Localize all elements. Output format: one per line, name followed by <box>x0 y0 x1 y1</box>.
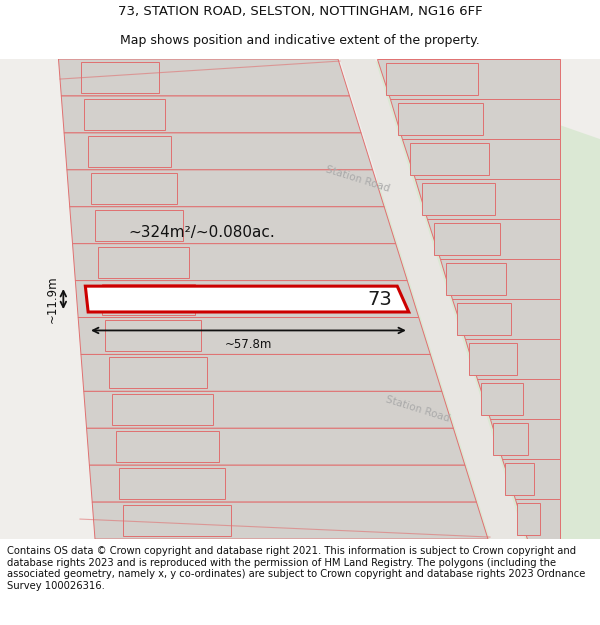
Polygon shape <box>410 143 489 175</box>
Polygon shape <box>112 394 212 426</box>
Polygon shape <box>106 321 201 351</box>
Polygon shape <box>477 379 560 419</box>
Polygon shape <box>427 219 560 259</box>
Polygon shape <box>415 179 560 219</box>
Polygon shape <box>360 59 600 539</box>
Polygon shape <box>91 173 177 204</box>
Polygon shape <box>502 459 560 499</box>
Polygon shape <box>446 263 506 295</box>
Polygon shape <box>464 339 560 379</box>
Text: Station Road: Station Road <box>325 164 391 194</box>
Polygon shape <box>490 419 560 459</box>
Polygon shape <box>123 505 230 536</box>
Polygon shape <box>469 343 517 375</box>
Text: Station Road: Station Road <box>385 394 451 424</box>
Polygon shape <box>119 468 224 499</box>
Polygon shape <box>85 286 409 312</box>
Polygon shape <box>481 383 523 415</box>
Text: ~11.9m: ~11.9m <box>46 275 58 323</box>
Polygon shape <box>61 96 361 133</box>
Text: ~57.8m: ~57.8m <box>225 339 272 351</box>
Polygon shape <box>505 463 534 495</box>
Polygon shape <box>452 299 560 339</box>
Polygon shape <box>67 170 384 207</box>
Polygon shape <box>76 281 419 318</box>
Polygon shape <box>457 303 511 335</box>
Polygon shape <box>422 183 494 215</box>
Polygon shape <box>439 259 560 299</box>
Polygon shape <box>73 244 407 281</box>
Polygon shape <box>398 103 483 135</box>
Polygon shape <box>377 59 560 99</box>
Text: 73: 73 <box>367 289 392 309</box>
Polygon shape <box>89 465 476 502</box>
Polygon shape <box>116 431 218 462</box>
Polygon shape <box>493 423 528 455</box>
Polygon shape <box>81 354 442 391</box>
Polygon shape <box>86 428 465 465</box>
Polygon shape <box>402 139 560 179</box>
Polygon shape <box>85 99 165 130</box>
Polygon shape <box>84 391 454 428</box>
Text: Map shows position and indicative extent of the property.: Map shows position and indicative extent… <box>120 34 480 48</box>
Polygon shape <box>515 499 560 539</box>
Text: Contains OS data © Crown copyright and database right 2021. This information is : Contains OS data © Crown copyright and d… <box>7 546 586 591</box>
Polygon shape <box>58 59 350 96</box>
Polygon shape <box>95 210 183 241</box>
Polygon shape <box>102 284 195 314</box>
Polygon shape <box>81 62 159 93</box>
Polygon shape <box>109 357 207 388</box>
Polygon shape <box>389 99 560 139</box>
Polygon shape <box>78 318 430 354</box>
Polygon shape <box>434 223 500 255</box>
Polygon shape <box>88 136 171 167</box>
Polygon shape <box>92 502 488 539</box>
Polygon shape <box>64 133 373 170</box>
Text: ~324m²/~0.080ac.: ~324m²/~0.080ac. <box>128 225 275 240</box>
Polygon shape <box>98 247 189 278</box>
Text: 73, STATION ROAD, SELSTON, NOTTINGHAM, NG16 6FF: 73, STATION ROAD, SELSTON, NOTTINGHAM, N… <box>118 6 482 19</box>
Polygon shape <box>70 207 395 244</box>
Polygon shape <box>386 63 478 95</box>
Polygon shape <box>340 59 525 539</box>
Polygon shape <box>517 503 539 535</box>
